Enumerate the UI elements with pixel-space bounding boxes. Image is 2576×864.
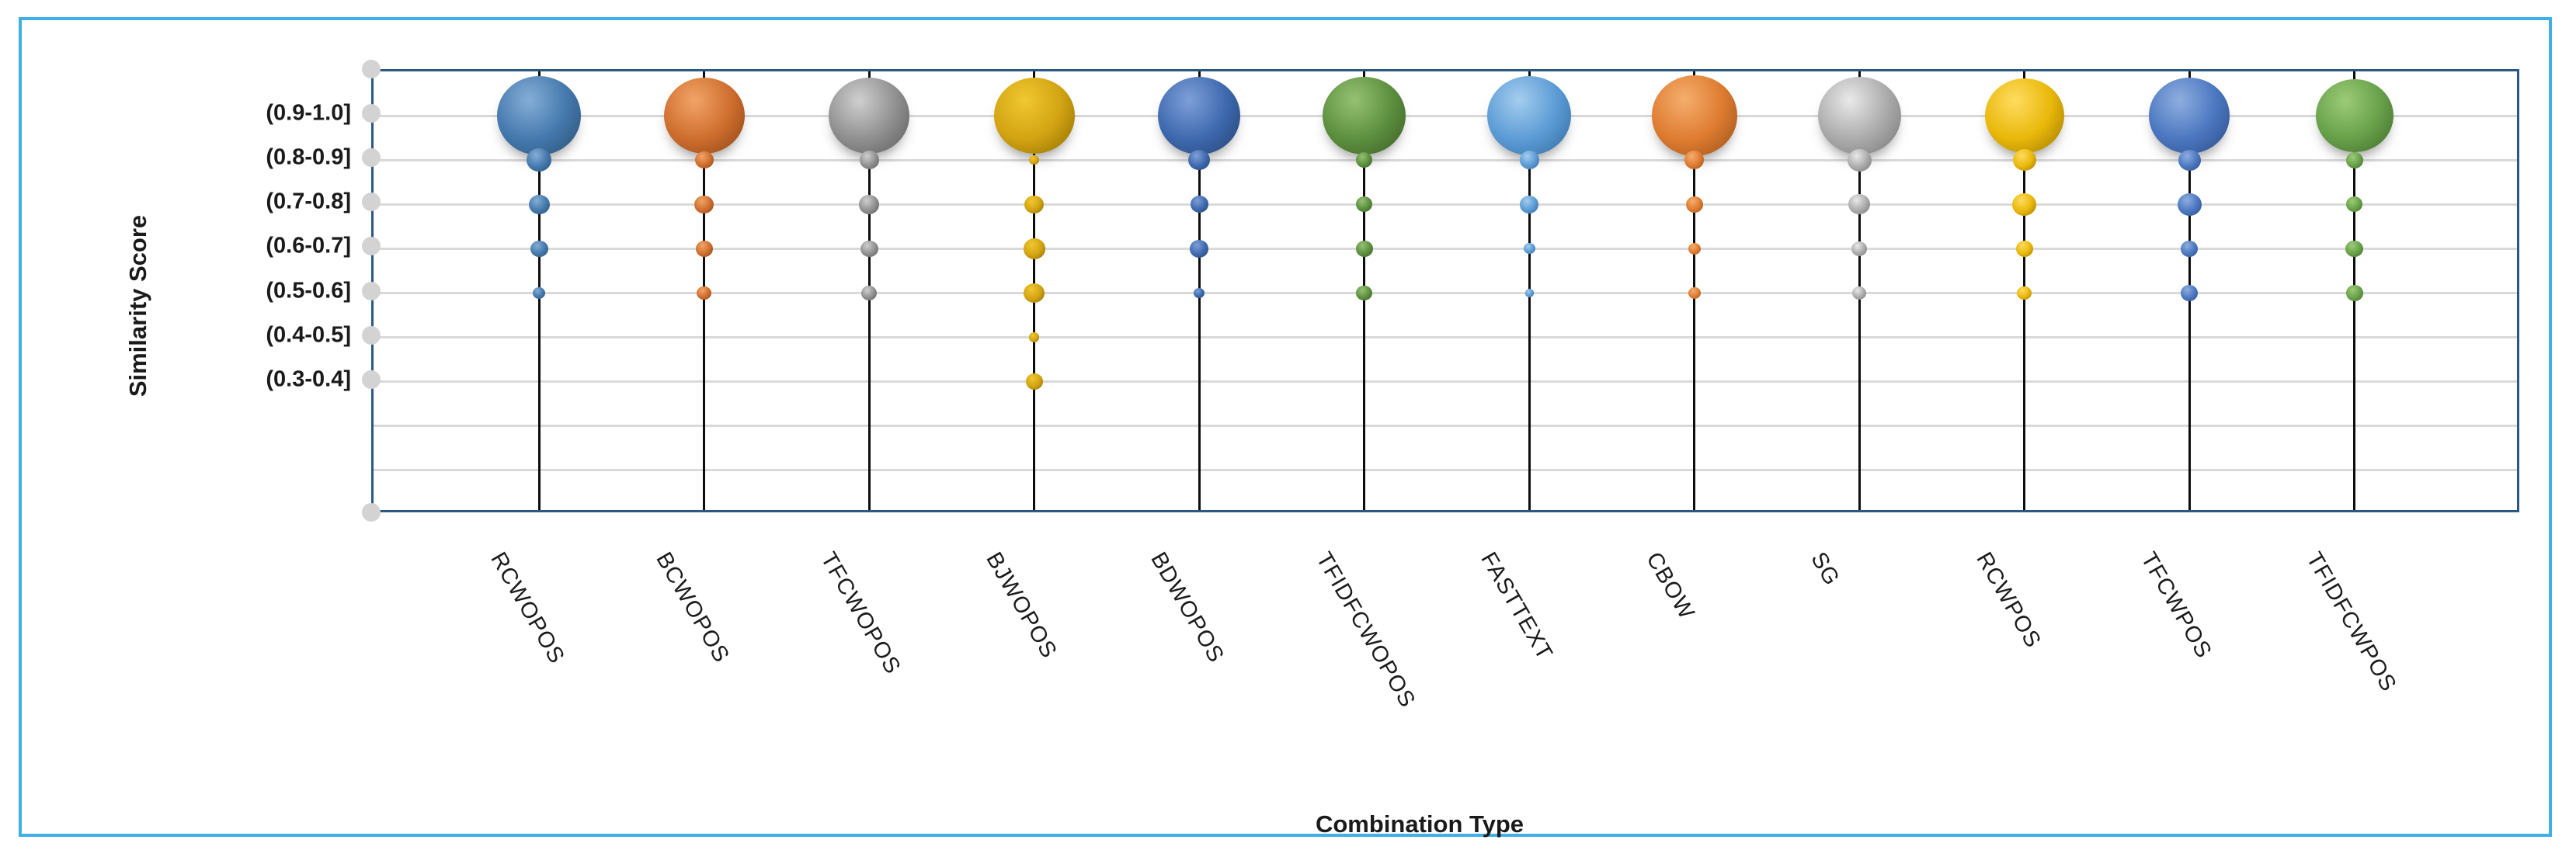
bubble-FASTTEXT-(0.9-1.0] xyxy=(1487,76,1571,155)
gridline-row-2 xyxy=(374,158,2517,161)
plot-area xyxy=(371,69,2519,512)
bubble-TFCWOPOS-(0.9-1.0] xyxy=(829,78,909,154)
bubble-TFIDFCWPOS-(0.8-0.9] xyxy=(2345,151,2363,168)
y-tick-label-(0.9-1.0]: (0.9-1.0] xyxy=(266,100,351,126)
bubble-TFIDFCWPOS-(0.7-0.8] xyxy=(2346,196,2362,213)
axis-tick-dot-1 xyxy=(362,104,381,123)
bubble-TFCWPOS-(0.8-0.9] xyxy=(2178,149,2201,171)
axis-tick-dot-4 xyxy=(362,237,381,256)
bubble-SG-(0.6-0.7] xyxy=(1851,241,1867,256)
bubble-FASTTEXT-(0.5-0.6] xyxy=(1524,289,1534,297)
gridline-row-9 xyxy=(374,469,2517,472)
axis-tick-dot-7 xyxy=(362,370,381,389)
bubble-TFCWPOS-(0.5-0.6] xyxy=(2181,285,2198,301)
bubble-TFCWOPOS-(0.5-0.6] xyxy=(861,286,877,300)
bubble-CBOW-(0.5-0.6] xyxy=(1688,286,1701,299)
bubble-BCWOPOS-(0.8-0.9] xyxy=(694,151,714,169)
bubble-FASTTEXT-(0.8-0.9] xyxy=(1519,151,1539,169)
y-axis-title: Similarity Score xyxy=(124,214,151,397)
bubble-TFIDFCWOPOS-(0.6-0.7] xyxy=(1355,241,1373,257)
bubble-CBOW-(0.9-1.0] xyxy=(1651,75,1737,156)
bubble-BJWOPOS-(0.6-0.7] xyxy=(1023,238,1045,259)
bubble-FASTTEXT-(0.6-0.7] xyxy=(1523,243,1535,255)
bubble-BCWOPOS-(0.6-0.7] xyxy=(695,241,713,257)
bubble-TFCWOPOS-(0.8-0.9] xyxy=(859,151,879,169)
bubble-BJWOPOS-(0.8-0.9] xyxy=(1029,155,1039,165)
bubble-SG-(0.7-0.8] xyxy=(1848,194,1870,215)
x-axis-title: Combination Type xyxy=(1315,810,1524,838)
bubble-RCWOPOS-(0.7-0.8] xyxy=(528,194,550,214)
bubble-RCWOPOS-(0.5-0.6] xyxy=(533,286,545,299)
y-tick-label-(0.7-0.8]: (0.7-0.8] xyxy=(266,189,351,214)
bubble-RCWOPOS-(0.9-1.0] xyxy=(497,76,581,155)
gridline-row-3 xyxy=(374,203,2517,206)
gridline-row-6 xyxy=(374,336,2517,339)
gridline-row-1 xyxy=(374,114,2517,117)
bubble-TFIDFCWOPOS-(0.5-0.6] xyxy=(1356,285,1372,301)
y-tick-label-(0.6-0.7]: (0.6-0.7] xyxy=(266,233,351,259)
bubble-BJWOPOS-(0.4-0.5] xyxy=(1029,332,1039,342)
bubble-BCWOPOS-(0.5-0.6] xyxy=(697,286,711,300)
gridline-row-5 xyxy=(374,292,2517,294)
bubble-BJWOPOS-(0.3-0.4] xyxy=(1025,373,1043,390)
bubble-CBOW-(0.6-0.7] xyxy=(1688,242,1701,255)
bubble-TFCWPOS-(0.9-1.0] xyxy=(2149,78,2230,154)
bubble-RCWPOS-(0.6-0.7] xyxy=(2015,241,2033,257)
bubble-TFCWPOS-(0.6-0.7] xyxy=(2181,241,2198,257)
axis-tick-dot-0 xyxy=(362,60,381,78)
y-tick-label-(0.4-0.5]: (0.4-0.5] xyxy=(266,322,351,348)
bubble-TFIDFCWOPOS-(0.7-0.8] xyxy=(1356,196,1372,213)
bubble-TFIDFCWOPOS-(0.8-0.9] xyxy=(1356,152,1372,168)
bubble-TFIDFCWPOS-(0.6-0.7] xyxy=(2345,240,2363,258)
bubble-SG-(0.9-1.0] xyxy=(1817,76,1901,155)
bubble-TFIDFCWPOS-(0.9-1.0] xyxy=(2315,79,2393,153)
axis-tick-dot-6 xyxy=(362,325,381,345)
y-tick-label-(0.5-0.6]: (0.5-0.6] xyxy=(266,278,351,303)
bubble-CBOW-(0.7-0.8] xyxy=(1685,196,1703,213)
bubble-TFCWOPOS-(0.7-0.8] xyxy=(859,195,879,214)
bubble-BDWOPOS-(0.5-0.6] xyxy=(1194,287,1205,299)
bubble-BJWOPOS-(0.5-0.6] xyxy=(1024,283,1045,304)
bubble-BCWOPOS-(0.7-0.8] xyxy=(694,195,714,214)
bubble-RCWOPOS-(0.8-0.9] xyxy=(527,148,551,172)
bubble-BDWOPOS-(0.9-1.0] xyxy=(1158,77,1240,154)
axis-tick-dot-5 xyxy=(362,281,381,300)
bubble-TFCWOPOS-(0.6-0.7] xyxy=(860,240,878,258)
y-tick-label-(0.3-0.4]: (0.3-0.4] xyxy=(266,366,351,392)
bubble-BDWOPOS-(0.7-0.8] xyxy=(1190,196,1208,213)
bubble-TFCWPOS-(0.7-0.8] xyxy=(2177,193,2202,216)
bubble-BJWOPOS-(0.7-0.8] xyxy=(1024,195,1044,214)
bubble-BDWOPOS-(0.8-0.9] xyxy=(1188,150,1210,171)
bubble-TFIDFCWOPOS-(0.9-1.0] xyxy=(1323,76,1406,155)
bubble-RCWPOS-(0.8-0.9] xyxy=(2012,149,2036,172)
bubble-BDWOPOS-(0.6-0.7] xyxy=(1190,240,1208,258)
gridline-row-4 xyxy=(374,247,2517,250)
bubble-RCWOPOS-(0.6-0.7] xyxy=(530,240,548,258)
y-tick-label-(0.8-0.9]: (0.8-0.9] xyxy=(266,144,351,170)
gridline-row-8 xyxy=(374,425,2517,428)
bubble-SG-(0.5-0.6] xyxy=(1852,286,1866,300)
axis-tick-dot-2 xyxy=(362,148,381,168)
bubble-BCWOPOS-(0.9-1.0] xyxy=(663,78,745,154)
axis-tick-dot-3 xyxy=(362,193,381,212)
axis-tick-dot-10 xyxy=(362,503,381,522)
bubble-RCWPOS-(0.5-0.6] xyxy=(2017,286,2032,300)
bubble-TFIDFCWPOS-(0.5-0.6] xyxy=(2345,285,2363,301)
bubble-RCWPOS-(0.9-1.0] xyxy=(1984,78,2064,154)
bubble-FASTTEXT-(0.7-0.8] xyxy=(1520,196,1538,213)
gridline-row-7 xyxy=(374,380,2517,383)
bubble-RCWPOS-(0.7-0.8] xyxy=(2012,193,2036,216)
bubble-BJWOPOS-(0.9-1.0] xyxy=(993,78,1075,154)
bubble-SG-(0.8-0.9] xyxy=(1847,148,1872,172)
bubble-CBOW-(0.8-0.9] xyxy=(1684,151,1704,169)
